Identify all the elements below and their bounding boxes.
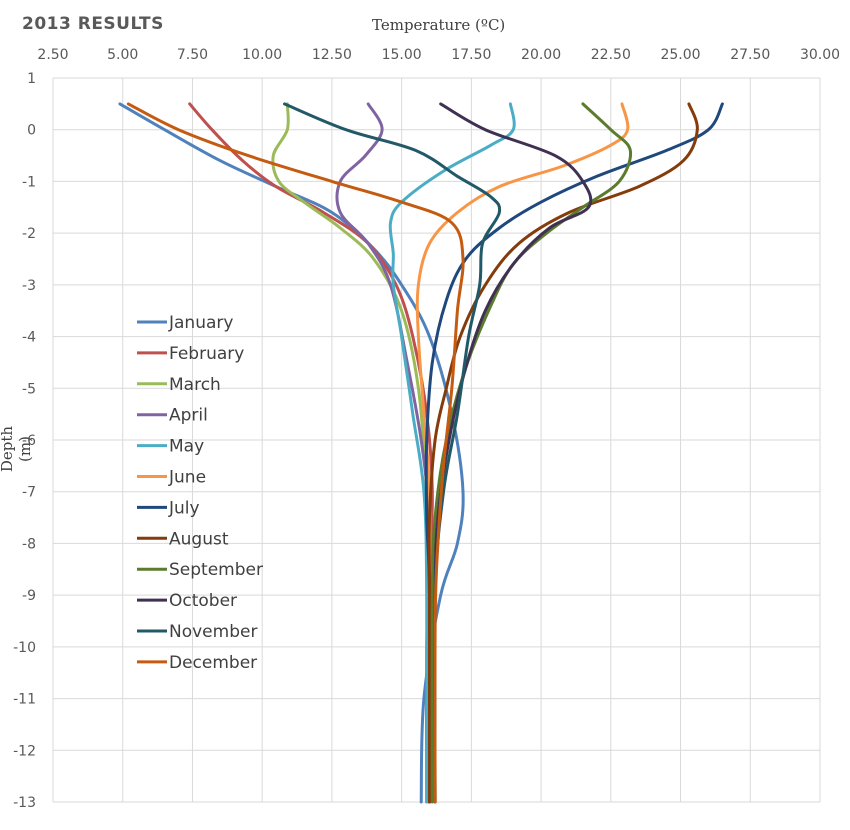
y-tick-label: -11 [13,692,36,708]
series-line-january [118,102,465,804]
x-tick-label: 12.50 [312,47,352,63]
y-tick-label: -10 [13,640,36,656]
y-tick-label: -12 [13,743,36,759]
legend-label-january: January [168,313,233,333]
x-tick-label: 25.00 [660,47,700,63]
series-line-march [271,102,432,804]
x-tick-label: 10.00 [242,47,282,63]
legend-label-october: October [169,591,237,611]
y-tick-label: -13 [13,795,36,811]
y-tick-label: -3 [22,278,36,294]
y-tick-label: -4 [22,330,36,346]
legend-label-november: November [169,622,257,642]
series-line-may [388,102,516,804]
x-tick-label: 30.00 [800,47,840,63]
x-tick-label: 7.50 [177,47,208,63]
y-tick-label: -9 [22,588,36,604]
legend-label-august: August [169,529,229,549]
x-tick-label: 17.50 [451,47,491,63]
y-tick-label: 0 [27,123,36,139]
x-tick-label: 20.00 [521,47,561,63]
legend-label-april: April [169,406,208,426]
y-tick-label: -2 [22,226,36,242]
y-tick-label: -1 [22,174,36,190]
series-line-december [126,102,465,804]
legend-label-march: March [169,375,221,395]
x-tick-label: 22.50 [591,47,631,63]
legend-label-december: December [169,653,257,673]
legend-label-february: February [169,344,244,364]
legend-label-september: September [169,560,263,580]
x-tick-label: 2.50 [37,47,68,63]
chart-title: 2013 RESULTS [22,14,164,34]
x-tick-label: 27.50 [730,47,770,63]
y-tick-label: 1 [27,71,36,87]
legend-label-july: July [168,498,200,518]
x-axis-label: Temperature (ºC) [372,16,506,34]
y-tick-label: -8 [22,536,36,552]
x-tick-label: 5.00 [107,47,138,63]
y-tick-label: -5 [22,381,36,397]
x-tick-label: 15.00 [382,47,422,63]
y-tick-label: -7 [22,485,36,501]
series-line-april [335,102,432,804]
legend-label-june: June [168,468,206,488]
series-line-august [427,102,699,804]
y-tick-label: -6 [22,433,36,449]
legend-label-may: May [169,437,204,457]
